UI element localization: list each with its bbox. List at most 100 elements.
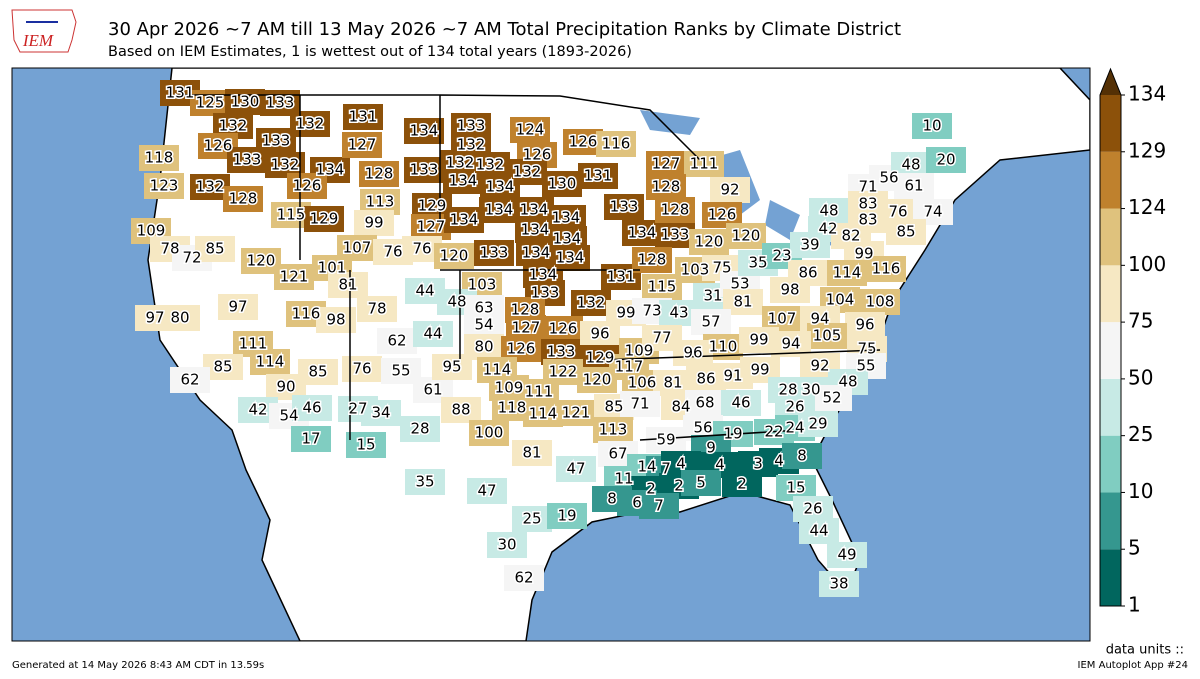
district-rank: 86 xyxy=(696,370,715,388)
district-rank: 11 xyxy=(614,470,633,488)
district-rank: 28 xyxy=(410,420,429,438)
district-rank: 92 xyxy=(720,181,739,199)
district-rank: 121 xyxy=(280,268,309,286)
district-rank: 23 xyxy=(772,247,791,265)
district-rank: 133 xyxy=(262,132,291,150)
district-fill xyxy=(342,356,382,382)
district-fill xyxy=(681,470,721,496)
district-fill xyxy=(404,157,444,183)
district-rank: 126 xyxy=(549,320,578,338)
footer-right: IEM Autoplot App #24 xyxy=(1078,660,1188,671)
district-rank: 81 xyxy=(338,276,357,294)
district-rank: 3 xyxy=(753,455,763,473)
district-fill xyxy=(827,260,867,286)
district-rank: 80 xyxy=(474,338,493,356)
district-rank: 132 xyxy=(296,115,325,133)
district-rank: 61 xyxy=(904,177,923,195)
district-fill xyxy=(432,354,472,380)
district-rank: 2 xyxy=(737,475,747,493)
district-rank: 129 xyxy=(418,197,447,215)
colorbar-tick-label: 100 xyxy=(1128,252,1166,276)
district-fill xyxy=(655,197,695,223)
logo-outline xyxy=(11,9,77,53)
district-fill xyxy=(556,400,596,426)
district-rank: 126 xyxy=(523,146,552,164)
district-fill xyxy=(542,171,582,197)
district-rank: 120 xyxy=(695,233,724,251)
district-rank: 76 xyxy=(412,240,431,258)
district-rank: 9 xyxy=(706,439,716,457)
district-rank: 75 xyxy=(712,259,731,277)
district-rank: 132 xyxy=(196,178,225,196)
district-rank: 83 xyxy=(858,195,877,213)
colorbar-segment xyxy=(1100,151,1121,209)
district-rank: 81 xyxy=(733,293,752,311)
district-fill xyxy=(434,243,474,269)
district-rank: 85 xyxy=(205,240,224,258)
district-fill xyxy=(639,493,679,519)
district-rank: 128 xyxy=(661,201,690,219)
colorbar-segment xyxy=(1100,95,1121,152)
district-rank: 44 xyxy=(809,522,828,540)
district-fill xyxy=(250,349,290,375)
district-fill xyxy=(655,222,695,248)
district-rank: 132 xyxy=(577,294,606,312)
district-fill xyxy=(474,240,514,266)
district-rank: 19 xyxy=(557,507,576,525)
district-fill xyxy=(512,506,552,532)
district-rank: 123 xyxy=(150,177,179,195)
district-rank: 120 xyxy=(583,371,612,389)
district-rank: 26 xyxy=(803,500,822,518)
district-fill xyxy=(160,305,200,331)
district-fill xyxy=(685,390,725,416)
district-rank: 35 xyxy=(415,473,434,491)
district-rank: 128 xyxy=(511,301,540,319)
colorbar-tick-label: 10 xyxy=(1128,479,1153,503)
district-rank: 113 xyxy=(366,193,395,211)
district-rank: 7 xyxy=(654,497,664,515)
district-fill xyxy=(809,198,849,224)
district-fill xyxy=(443,168,483,194)
district-rank: 114 xyxy=(833,264,862,282)
district-rank: 133 xyxy=(480,244,509,262)
district-rank: 113 xyxy=(599,421,628,439)
district-rank: 76 xyxy=(352,360,371,378)
district-rank: 133 xyxy=(531,284,560,302)
district-rank: 83 xyxy=(858,211,877,229)
district-fill xyxy=(223,186,263,212)
district-rank: 128 xyxy=(365,165,394,183)
district-fill xyxy=(866,256,906,282)
district-rank: 134 xyxy=(529,266,558,284)
district-rank: 94 xyxy=(781,335,800,353)
district-fill xyxy=(721,390,761,416)
district-rank: 91 xyxy=(723,367,742,385)
district-fill xyxy=(487,532,527,558)
district-rank: 118 xyxy=(498,399,527,417)
district-rank: 134 xyxy=(449,172,478,190)
district-fill xyxy=(510,117,550,143)
district-rank: 126 xyxy=(507,340,536,358)
district-fill xyxy=(464,312,504,338)
district-rank: 134 xyxy=(520,201,549,219)
district-rank: 24 xyxy=(785,419,804,437)
district-fill xyxy=(673,340,713,366)
district-rank: 22 xyxy=(764,423,783,441)
district-rank: 62 xyxy=(180,371,199,389)
district-fill xyxy=(593,417,633,443)
district-rank: 132 xyxy=(476,156,505,174)
district-rank: 107 xyxy=(343,239,372,257)
district-rank: 72 xyxy=(182,249,201,267)
district-rank: 96 xyxy=(855,316,874,334)
district-fill xyxy=(195,236,235,262)
district-rank: 7 xyxy=(661,460,671,478)
district-rank: 57 xyxy=(701,313,720,331)
district-rank: 5 xyxy=(696,474,706,492)
state-borders xyxy=(175,94,881,441)
district-fill xyxy=(290,111,330,137)
district-rank: 92 xyxy=(810,357,829,375)
colorbar-extend xyxy=(1100,69,1121,95)
district-fill xyxy=(793,496,833,522)
district-rank: 30 xyxy=(801,381,820,399)
district-rank: 131 xyxy=(349,108,378,126)
